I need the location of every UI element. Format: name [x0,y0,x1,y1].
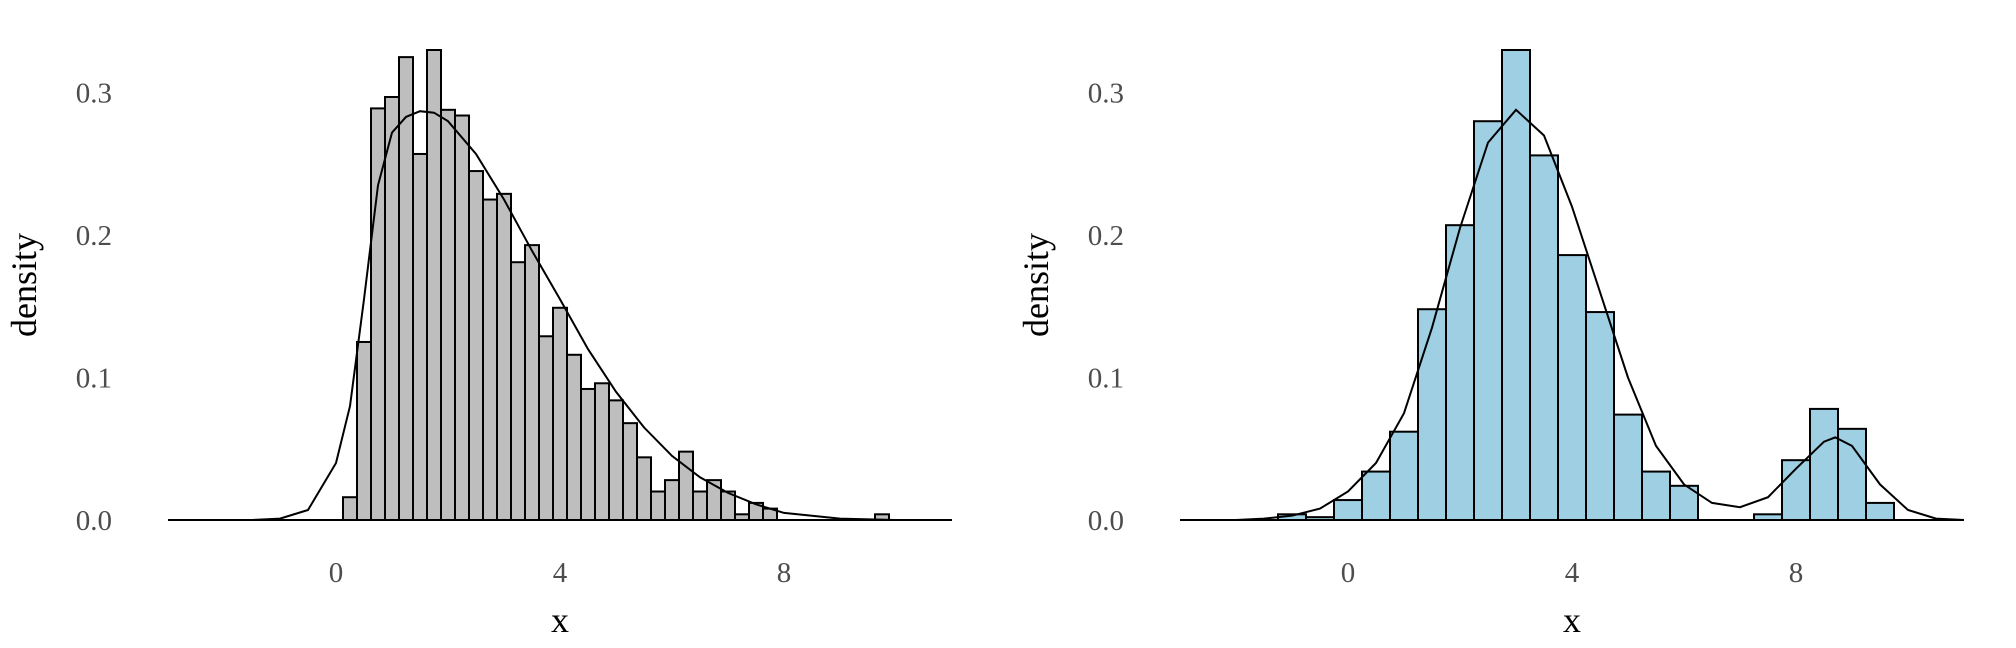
left-histogram-bar [496,192,512,521]
left-histogram-bar [664,479,680,522]
left-histogram-bar [636,456,652,522]
right-histogram-bar [1445,224,1475,521]
right-y-tick-label: 0.2 [1088,220,1124,252]
right-histogram-bar [1613,413,1643,521]
right-histogram-bar [1333,499,1363,522]
right-x-tick-label: 8 [1789,557,1804,589]
left-histogram-bar [440,108,456,522]
left-histogram-bar [538,335,554,522]
right-y-tick-label: 0.3 [1088,78,1124,110]
left-histogram-bar [398,56,414,521]
left-y-axis-title: density [4,233,44,337]
left-histogram-bar [510,261,526,521]
left-histogram-bar [524,244,540,521]
left-density-curve [224,110,952,521]
left-histogram-panel: 0.0 0.1 0.2 0.3 0 4 8 x density [4,49,952,640]
left-x-tick-label: 4 [553,557,568,589]
left-y-tick-label: 0.1 [76,363,112,395]
right-y-tick-label: 0.0 [1088,505,1124,537]
left-y-tick-label: 0.2 [76,220,112,252]
left-histogram-bar [650,490,666,521]
left-histogram-bar [454,114,470,522]
right-x-tick-label: 4 [1565,557,1580,589]
left-histogram-bars [342,49,890,522]
left-y-tick-label: 0.3 [76,78,112,110]
left-histogram-bar [566,353,582,521]
left-histogram-bar [468,170,484,521]
left-x-tick-label: 8 [777,557,792,589]
left-x-axis-title: x [551,600,569,640]
right-x-tick-label: 0 [1341,557,1356,589]
left-y-tick-label: 0.0 [76,505,112,537]
right-histogram-bar [1809,407,1839,521]
left-histogram-bar [622,422,638,522]
left-histogram-bar [342,496,358,522]
left-x-tick-label: 0 [329,557,344,589]
left-histogram-bar [356,340,372,521]
right-y-axis-title: density [1016,233,1056,337]
left-histogram-bar [426,49,442,521]
right-y-tick-labels: 0.0 0.1 0.2 0.3 [1088,78,1124,537]
left-histogram-bar [384,96,400,521]
right-x-axis-title: x [1563,600,1581,640]
right-histogram-bar [1865,501,1895,521]
right-histogram-bar [1361,470,1391,521]
left-histogram-bar [580,387,596,521]
left-x-tick-labels: 0 4 8 [329,557,792,589]
left-histogram-bar [608,399,624,522]
right-histogram-bar [1473,120,1503,521]
left-histogram-bar [482,198,498,522]
right-y-tick-label: 0.1 [1088,363,1124,395]
right-density-curve [1235,108,1965,521]
right-histogram-bar [1641,470,1671,521]
left-histogram-bar [594,382,610,522]
right-histogram-bar [1557,254,1587,521]
right-histogram-bar [1417,308,1447,521]
right-x-tick-labels: 0 4 8 [1341,557,1804,589]
right-histogram-bar [1529,154,1559,521]
right-histogram-bars [1277,49,1895,522]
left-y-tick-labels: 0.0 0.1 0.2 0.3 [76,78,112,537]
right-histogram-bar [1389,430,1419,521]
left-histogram-bar [692,490,708,521]
right-histogram-bar [1585,311,1615,521]
left-histogram-bar [552,306,568,521]
right-histogram-bar [1669,484,1699,521]
right-histogram-bar [1837,427,1867,521]
right-histogram-panel: 0.0 0.1 0.2 0.3 0 4 8 x density [1016,49,1965,640]
left-histogram-bar [412,152,428,521]
